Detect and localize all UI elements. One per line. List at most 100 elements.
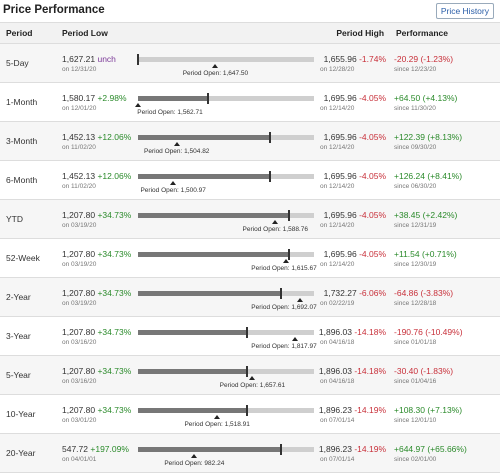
range-fill bbox=[138, 330, 248, 335]
row-period-low: 1,452.13 +12.06% on 11/02/20 bbox=[56, 121, 136, 161]
current-price-marker bbox=[246, 366, 249, 377]
period-open-arrow-icon bbox=[191, 454, 198, 458]
range-bar: Period Open: 1,647.50 bbox=[136, 43, 318, 83]
high-date: on 12/14/20 bbox=[320, 104, 355, 112]
row-period: 5-Year bbox=[0, 355, 56, 395]
period-open-label: Period Open: 1,504.82 bbox=[144, 148, 209, 155]
low-value: 1,580.17 bbox=[62, 92, 96, 103]
period-label: 3-Month bbox=[6, 136, 38, 146]
low-value: 1,207.80 bbox=[62, 404, 96, 415]
low-value: 1,452.13 bbox=[62, 131, 96, 142]
row-period-high: 1,896.03 -14.18% on 04/16/18 bbox=[318, 316, 391, 356]
low-change: +34.73% bbox=[97, 248, 132, 259]
range-track bbox=[137, 54, 314, 65]
panel-title: Price Performance bbox=[3, 4, 105, 16]
period-open-label: Period Open: 1,647.50 bbox=[183, 70, 248, 77]
current-price-marker bbox=[279, 288, 282, 299]
high-date: on 12/14/20 bbox=[320, 221, 355, 229]
current-price-marker bbox=[269, 171, 271, 182]
high-change: -4.05% bbox=[359, 209, 387, 220]
range-track bbox=[138, 249, 314, 260]
table-row: 2-Year 1,207.80 +34.73% on 03/19/20 Peri… bbox=[0, 277, 500, 317]
period-open-label: Period Open: 1,588.76 bbox=[243, 226, 308, 233]
row-period: 52-Week bbox=[0, 238, 56, 278]
period-open-value: 1,647.50 bbox=[222, 70, 249, 77]
row-performance: +64.50 (+4.13%) since 11/30/20 bbox=[390, 82, 500, 122]
period-open-label: Period Open: 1,615.67 bbox=[251, 265, 316, 272]
range-bar: Period Open: 1,692.07 bbox=[136, 277, 318, 317]
row-period-low: 1,207.80 +34.73% on 03/01/20 bbox=[56, 394, 136, 434]
period-open-arrow-icon bbox=[173, 142, 180, 146]
range-fill bbox=[138, 291, 281, 296]
period-open-prefix: Period Open: bbox=[164, 460, 205, 467]
row-performance: -30.40 (-1.83%) since 01/04/16 bbox=[390, 355, 500, 395]
range-bar: Period Open: 1,518.91 bbox=[136, 394, 318, 434]
table-row: 20-Year 547.72 +197.09% on 04/01/01 Peri… bbox=[0, 433, 500, 473]
period-open-arrow-icon bbox=[272, 220, 279, 224]
high-value: 1,695.96 bbox=[323, 209, 357, 220]
high-change: -14.18% bbox=[354, 326, 387, 337]
performance-since: since 09/30/20 bbox=[394, 143, 437, 151]
high-date: on 02/22/19 bbox=[320, 299, 355, 307]
low-date: on 03/19/20 bbox=[62, 221, 97, 229]
high-value: 1,896.03 bbox=[318, 365, 352, 376]
low-date: on 03/19/20 bbox=[62, 299, 97, 307]
range-fill bbox=[138, 447, 281, 452]
period-label: 52-Week bbox=[6, 253, 40, 263]
performance-value: -20.29 (-1.23%) bbox=[394, 53, 454, 64]
range-fill bbox=[138, 252, 290, 257]
period-open-value: 1,692.07 bbox=[291, 304, 317, 311]
range-fill bbox=[138, 408, 248, 413]
period-open-arrow-icon bbox=[212, 64, 219, 68]
performance-value: +64.50 (+4.13%) bbox=[394, 92, 458, 103]
low-change: +34.73% bbox=[97, 404, 132, 415]
range-bar: Period Open: 1,615.67 bbox=[136, 238, 318, 278]
high-value: 1,695.96 bbox=[323, 170, 357, 181]
high-date: on 12/14/20 bbox=[320, 143, 355, 151]
low-change: +34.73% bbox=[97, 287, 132, 298]
period-open-prefix: Period Open: bbox=[219, 382, 260, 389]
period-label: 10-Year bbox=[6, 409, 36, 419]
high-date: on 12/14/20 bbox=[320, 260, 355, 268]
period-open-value: 1,615.67 bbox=[291, 265, 317, 272]
performance-since: since 12/23/20 bbox=[394, 65, 437, 73]
low-change: +12.06% bbox=[97, 170, 132, 181]
row-period-high: 1,695.96 -4.05% on 12/14/20 bbox=[318, 199, 391, 239]
row-period-high: 1,695.96 -4.05% on 12/14/20 bbox=[318, 238, 391, 278]
row-performance: +38.45 (+2.42%) since 12/31/19 bbox=[390, 199, 500, 239]
range-track bbox=[138, 210, 314, 221]
row-period: 6-Month bbox=[0, 160, 56, 200]
price-history-button[interactable]: Price History bbox=[435, 3, 494, 19]
current-price-marker bbox=[288, 210, 291, 221]
performance-value: +122.39 (+8.13%) bbox=[394, 131, 463, 142]
low-change: +34.73% bbox=[97, 326, 132, 337]
low-change: +12.06% bbox=[97, 131, 132, 142]
row-performance: +644.97 (+65.66%) since 02/01/00 bbox=[390, 433, 500, 473]
period-open-arrow-icon bbox=[249, 376, 256, 380]
period-open-value: 1,504.82 bbox=[184, 148, 210, 155]
row-period-high: 1,695.96 -4.05% on 12/14/20 bbox=[318, 160, 391, 200]
low-date: on 03/16/20 bbox=[62, 338, 97, 346]
period-open-prefix: Period Open: bbox=[144, 148, 185, 155]
high-date: on 04/16/18 bbox=[320, 377, 355, 385]
row-period-high: 1,896.23 -14.19% on 07/01/14 bbox=[318, 394, 391, 434]
low-value: 1,207.80 bbox=[62, 248, 96, 259]
period-label: 20-Year bbox=[6, 448, 36, 458]
range-bar: Period Open: 982.24 bbox=[136, 433, 318, 473]
period-open-label: Period Open: 1,518.91 bbox=[184, 421, 249, 428]
current-price-marker bbox=[269, 132, 271, 143]
performance-since: since 11/30/20 bbox=[394, 104, 436, 112]
high-change: -4.05% bbox=[359, 92, 387, 103]
period-open-prefix: Period Open: bbox=[182, 70, 223, 77]
row-performance: +11.54 (+0.71%) since 12/30/19 bbox=[390, 238, 500, 278]
range-bar: Period Open: 1,562.71 bbox=[135, 82, 318, 122]
range-fill bbox=[138, 369, 248, 374]
high-value: 1,732.27 bbox=[323, 287, 357, 298]
period-open-label: Period Open: 1,500.97 bbox=[140, 187, 205, 194]
current-price-marker bbox=[207, 93, 210, 104]
high-change: -14.19% bbox=[354, 404, 387, 415]
period-open-value: 1,518.91 bbox=[224, 421, 250, 428]
row-period-low: 1,580.17 +2.98% on 12/01/20 bbox=[56, 82, 136, 122]
table-row: 3-Year 1,207.80 +34.73% on 03/16/20 Peri… bbox=[0, 316, 500, 356]
period-open-label: Period Open: 1,657.61 bbox=[220, 382, 285, 389]
